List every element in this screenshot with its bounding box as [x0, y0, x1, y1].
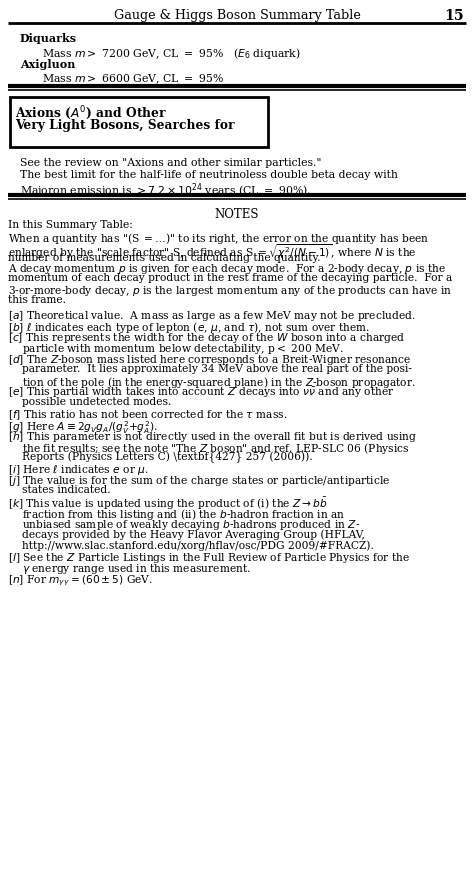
Text: [$h$] This parameter is not directly used in the overall fit but is derived usin: [$h$] This parameter is not directly use… [8, 430, 417, 444]
Text: momentum of each decay product in the rest frame of the decaying particle.  For : momentum of each decay product in the re… [8, 273, 452, 283]
Text: Axions ($A^0$) and Other: Axions ($A^0$) and Other [15, 104, 167, 122]
Text: possible undetected modes.: possible undetected modes. [22, 397, 172, 407]
Text: Very Light Bosons, Searches for: Very Light Bosons, Searches for [15, 119, 235, 132]
Text: When a quantity has "(S $= \ldots$)" to its right, the error on the quantity has: When a quantity has "(S $= \ldots$)" to … [8, 231, 429, 246]
Text: tion of the pole (in the energy-squared plane) in the $Z$-boson propagator.: tion of the pole (in the energy-squared … [22, 375, 416, 390]
Text: Axigluon: Axigluon [20, 59, 75, 70]
Text: [$l$] See the $Z$ Particle Listings in the Full Review of Particle Physics for t: [$l$] See the $Z$ Particle Listings in t… [8, 551, 410, 565]
Text: $\gamma$ energy range used in this measurement.: $\gamma$ energy range used in this measu… [22, 562, 251, 576]
Text: this frame.: this frame. [8, 295, 66, 304]
Text: the fit results; see the note "The $Z$ boson" and ref. LEP-SLC 06 (Physics: the fit results; see the note "The $Z$ b… [22, 441, 410, 456]
Text: [$n$] For $m_{\gamma\gamma} = (60 \pm 5)$ GeV.: [$n$] For $m_{\gamma\gamma} = (60 \pm 5)… [8, 573, 153, 587]
Text: [$e$] This partial width takes into account $Z$ decays into $\nu\bar{\nu}$ and a: [$e$] This partial width takes into acco… [8, 386, 395, 400]
Text: number of measurements used in calculating the quantity.: number of measurements used in calculati… [8, 253, 320, 263]
Text: [$b$] $\ell$ indicates each type of lepton ($e$, $\mu$, and $\tau$), not sum ove: [$b$] $\ell$ indicates each type of lept… [8, 320, 370, 336]
Text: fraction from this listing and (ii) the $b$-hadron fraction in an: fraction from this listing and (ii) the … [22, 507, 346, 522]
Text: Mass $m >$ 7200 GeV, CL $=$ 95%   ($E_6$ diquark): Mass $m >$ 7200 GeV, CL $=$ 95% ($E_6$ d… [42, 46, 301, 61]
Text: Gauge & Higgs Boson Summary Table: Gauge & Higgs Boson Summary Table [114, 9, 360, 22]
Text: [$i$] Here $\ell$ indicates $e$ or $\mu$.: [$i$] Here $\ell$ indicates $e$ or $\mu$… [8, 463, 149, 477]
Text: [$f$] This ratio has not been corrected for the $\tau$ mass.: [$f$] This ratio has not been corrected … [8, 409, 287, 422]
Text: NOTES: NOTES [215, 208, 259, 221]
Text: In this Summary Table:: In this Summary Table: [8, 220, 133, 230]
Text: Reports (Physics Letters C) \textbf{427} 257 (2006)).: Reports (Physics Letters C) \textbf{427}… [22, 452, 313, 464]
Text: parameter.  It lies approximately 34 MeV above the real part of the posi-: parameter. It lies approximately 34 MeV … [22, 364, 412, 374]
Text: states indicated.: states indicated. [22, 485, 110, 495]
Text: decays provided by the Heavy Flavor Averaging Group (HFLAV,: decays provided by the Heavy Flavor Aver… [22, 529, 365, 539]
Text: [$j$] The value is for the sum of the charge states or particle/antiparticle: [$j$] The value is for the sum of the ch… [8, 474, 391, 488]
Text: particle with momentum below detectability, p$<$ 200 MeV.: particle with momentum below detectabili… [22, 342, 344, 356]
Text: See the review on "Axions and other similar particles.": See the review on "Axions and other simi… [20, 158, 321, 168]
Text: Diquarks: Diquarks [20, 33, 77, 44]
Text: [$c$] This represents the width for the decay of the $W$ boson into a charged: [$c$] This represents the width for the … [8, 331, 405, 345]
Text: Majoron emission is $> 7.2 \times 10^{24}$ years (CL $=$ 90%).: Majoron emission is $> 7.2 \times 10^{24… [20, 181, 311, 199]
Text: 15: 15 [444, 9, 464, 23]
Text: http://www.slac.stanford.edu/xorg/hflav/osc/PDG 2009/#FRACZ).: http://www.slac.stanford.edu/xorg/hflav/… [22, 540, 374, 551]
Text: [$k$] This value is updated using the product of (i) the $Z \rightarrow b\bar{b}: [$k$] This value is updated using the pr… [8, 496, 328, 513]
Text: Mass $m >$ 6600 GeV, CL $=$ 95%: Mass $m >$ 6600 GeV, CL $=$ 95% [42, 72, 224, 85]
Text: 3-or-more-body decay, $p$ is the largest momentum any of the products can have i: 3-or-more-body decay, $p$ is the largest… [8, 284, 452, 298]
Text: unbiased sample of weakly decaying $b$-hadrons produced in $Z$-: unbiased sample of weakly decaying $b$-h… [22, 518, 360, 532]
Text: A decay momentum $p$ is given for each decay mode.  For a 2-body decay, $p$ is t: A decay momentum $p$ is given for each d… [8, 262, 446, 276]
FancyBboxPatch shape [10, 97, 268, 147]
Text: The best limit for the half-life of neutrinoless double beta decay with: The best limit for the half-life of neut… [20, 170, 398, 180]
Text: enlarged by the "scale factor" S, defined as S $= \sqrt{\chi^2/(N-1)}$, where $N: enlarged by the "scale factor" S, define… [8, 242, 417, 261]
Text: [$g$] Here $A \equiv 2g_V g_A/(g_V^2{+}g_A^2)$.: [$g$] Here $A \equiv 2g_V g_A/(g_V^2{+}g… [8, 419, 158, 436]
Text: [$a$] Theoretical value.  A mass as large as a few MeV may not be precluded.: [$a$] Theoretical value. A mass as large… [8, 309, 416, 323]
Text: [$d$] The $Z$-boson mass listed here corresponds to a Breit-Wigner resonance: [$d$] The $Z$-boson mass listed here cor… [8, 353, 411, 367]
